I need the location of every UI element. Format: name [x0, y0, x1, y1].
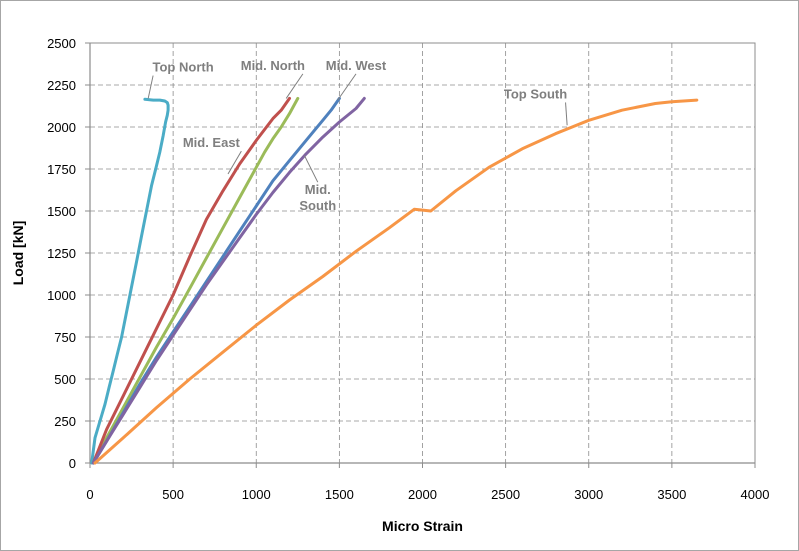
annotation-mid-north: Mid. North — [241, 58, 305, 73]
annotation-leader-line — [285, 73, 304, 99]
series-mid-west-line — [91, 96, 341, 465]
annotation-leader-line — [227, 150, 242, 175]
grid-lines — [90, 43, 755, 463]
y-tick-label: 2250 — [47, 78, 76, 93]
x-tick-label: 3500 — [657, 487, 686, 502]
x-tick-label: 0 — [86, 487, 93, 502]
annotation-layer: Top North Mid. North Mid. West Mid. East Mid… — [147, 58, 568, 213]
axes: 0 500 1000 1500 2000 2500 3000 3500 4000 0 250 500 7… — [47, 36, 769, 502]
annotation-leader-line — [304, 155, 319, 183]
y-tick-label: 500 — [54, 372, 76, 387]
x-tick-label: 2500 — [491, 487, 520, 502]
x-tick-label: 3000 — [574, 487, 603, 502]
annotation-top-north: Top North — [153, 60, 214, 75]
annotation-mid-west: Mid. West — [326, 58, 387, 73]
annotation-leader-line — [147, 75, 154, 99]
y-tick-label: 1000 — [47, 288, 76, 303]
series-mid-east-line — [91, 96, 291, 465]
series-mid-south-line — [91, 96, 366, 465]
annotation-mid-south: Mid. South — [299, 182, 336, 213]
y-tick-label: 250 — [54, 414, 76, 429]
series-top-south-line — [93, 98, 699, 465]
x-axis-label: Micro Strain — [382, 518, 463, 534]
series-top-north-line — [90, 97, 170, 465]
x-tick-label: 4000 — [741, 487, 770, 502]
y-tick-label: 1750 — [47, 162, 76, 177]
y-tick-label: 1500 — [47, 204, 76, 219]
x-tick-label: 1000 — [242, 487, 271, 502]
annotation-leader-line — [565, 102, 568, 126]
x-tick-label: 2000 — [408, 487, 437, 502]
annotation-leader-line — [337, 73, 357, 101]
y-tick-label: 750 — [54, 330, 76, 345]
y-tick-label: 2500 — [47, 36, 76, 51]
y-tick-label: 2000 — [47, 120, 76, 135]
y-axis-label: Load [kN] — [10, 221, 26, 286]
y-tick-label: 1250 — [47, 246, 76, 261]
annotation-mid-east: Mid. East — [183, 135, 241, 150]
y-tick-label: 0 — [69, 456, 76, 471]
annotation-top-south: Top South — [504, 86, 567, 101]
series-layer — [90, 96, 699, 465]
x-tick-label: 500 — [162, 487, 184, 502]
series-mid-north-line — [91, 96, 300, 465]
x-tick-label: 1500 — [325, 487, 354, 502]
